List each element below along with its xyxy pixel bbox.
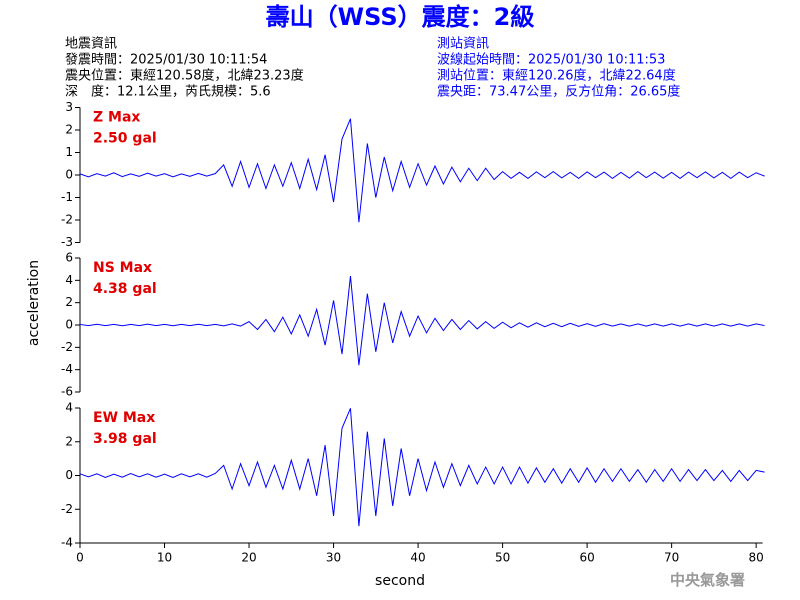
info-left: 深 度：12.1公里，芮氏規模：5.6	[65, 84, 271, 100]
x-tick-label: 40	[410, 551, 425, 565]
y-tick-label: -2	[61, 340, 73, 354]
x-tick-label: 30	[326, 551, 341, 565]
panel-label: EW Max	[93, 410, 155, 426]
x-tick-label: 50	[495, 551, 510, 565]
y-tick-label: -2	[61, 502, 73, 516]
info-right: 測站位置：東經120.26度，北緯22.64度	[437, 68, 676, 84]
y-tick-label: 2	[65, 434, 73, 448]
panel-label: NS Max	[93, 260, 152, 276]
y-tick-label: 0	[65, 168, 73, 182]
info-left: 地震資訊	[65, 37, 117, 52]
x-tick-label: 0	[76, 551, 84, 565]
info-left: 發震時間：2025/01/30 10:11:54	[65, 53, 267, 68]
y-tick-label: -6	[61, 385, 73, 399]
info-right: 波線起始時間：2025/01/30 10:11:53	[437, 52, 665, 68]
x-tick-label: 60	[579, 551, 594, 565]
y-tick-label: -3	[61, 235, 73, 249]
footer: 中央氣象署	[670, 571, 745, 589]
y-axis-label: acceleration	[26, 260, 42, 346]
info-right: 震央距：73.47公里，反方位角：26.65度	[437, 84, 680, 100]
waveform	[79, 118, 765, 223]
y-tick-label: 6	[65, 251, 73, 265]
waveform	[79, 408, 765, 527]
y-tick-label: -4	[61, 362, 73, 376]
y-tick-label: 1	[65, 145, 73, 159]
y-tick-label: 2	[65, 295, 73, 309]
x-tick-label: 10	[157, 551, 172, 565]
y-tick-label: -1	[61, 190, 73, 204]
y-tick-label: 3	[65, 100, 73, 114]
info-right: 測站資訊	[437, 37, 489, 52]
panel-max: 3.98 gal	[93, 431, 157, 447]
x-tick-label: 20	[241, 551, 256, 565]
x-axis-label: second	[375, 573, 425, 589]
y-tick-label: 4	[65, 273, 73, 287]
waveform	[79, 276, 765, 366]
info-left: 震央位置：東經120.58度，北緯23.23度	[65, 68, 304, 84]
chart-title: 壽山（WSS）震度：2級	[266, 3, 535, 31]
x-tick-label: 80	[749, 551, 764, 565]
panel-max: 2.50 gal	[93, 131, 157, 147]
panel-label: Z Max	[93, 110, 140, 126]
y-tick-label: 0	[65, 318, 73, 332]
y-tick-label: 2	[65, 123, 73, 137]
y-tick-label: 0	[65, 468, 73, 482]
panel-max: 4.38 gal	[93, 281, 157, 297]
y-tick-label: -4	[61, 536, 73, 550]
y-tick-label: 4	[65, 401, 73, 415]
y-tick-label: -2	[61, 213, 73, 227]
x-tick-label: 70	[664, 551, 679, 565]
